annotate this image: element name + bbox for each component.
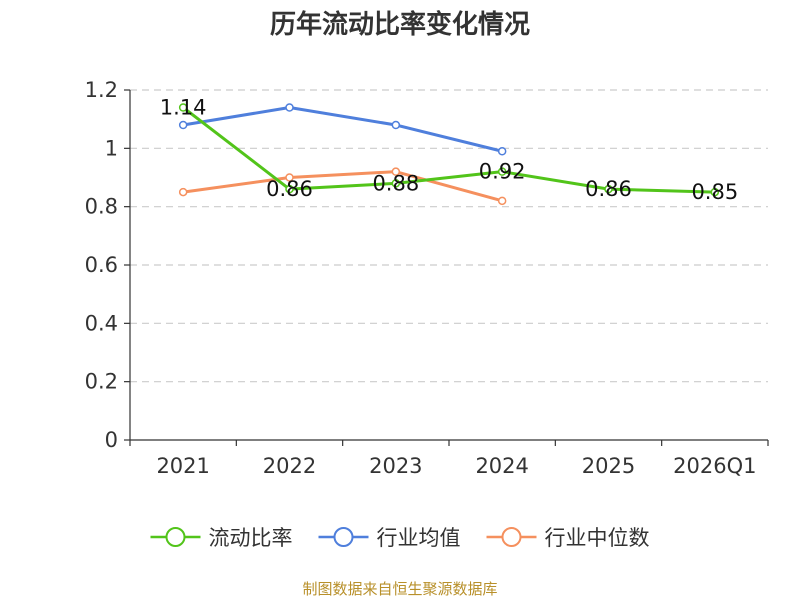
legend-label: 流动比率 [209,526,293,550]
series [178,103,720,206]
data-label: 0.92 [479,160,526,184]
data-label: 0.85 [691,180,738,204]
data-label: 0.86 [585,177,632,201]
data-label: 1.14 [160,96,207,120]
data-point [285,173,294,182]
y-tick-label: 0.6 [85,253,118,277]
x-tick-label: 2026Q1 [673,454,756,478]
legend-circle-icon [333,527,354,547]
data-point [497,167,507,176]
x-tick-label: 2022 [263,454,316,478]
data-point [178,187,188,197]
series-line [182,106,503,153]
series-line [182,106,715,194]
x-tick-label: 2023 [369,454,422,478]
chart-title: 历年流动比率变化情况 [269,10,530,40]
legend-label: 行业均值 [377,526,461,550]
axes: 0 0.2 0.4 0.6 0.8 1 1.2 2021 2022 2023 2024 2025 202… [85,78,769,478]
data-point [604,184,613,194]
source-note: 制图数据来自恒生聚源数据库 [302,580,498,598]
legend-circle-icon [501,527,522,547]
data-point [497,196,507,206]
data-point [391,120,401,130]
data-labels: 1.14 0.86 0.88 0.92 0.86 0.85 [160,96,738,205]
legend-circle-icon [165,527,186,547]
series-line [182,170,503,203]
y-tick-label: 0 [105,428,118,452]
data-point [178,120,188,130]
y-tick-label: 0.2 [85,370,118,394]
legend: 流动比率 行业均值 行业中位数 [150,526,649,550]
y-tick-label: 0.8 [85,195,118,219]
data-label: 0.88 [372,171,419,195]
y-tick-label: 0.4 [85,311,118,335]
data-point [285,103,294,112]
grid-lines [130,89,768,383]
data-point [285,184,294,194]
x-tick-label: 2025 [582,454,635,478]
data-point [710,187,720,197]
data-point [497,147,507,156]
data-point [178,103,188,112]
data-label: 0.86 [266,177,313,201]
legend-label: 行业中位数 [544,526,649,550]
x-tick-label: 2021 [156,454,209,478]
data-point [391,167,401,176]
x-tick-label: 2024 [475,454,528,478]
data-point [391,179,401,188]
y-tick-label: 1 [105,136,118,160]
y-tick-label: 1.2 [85,78,118,102]
